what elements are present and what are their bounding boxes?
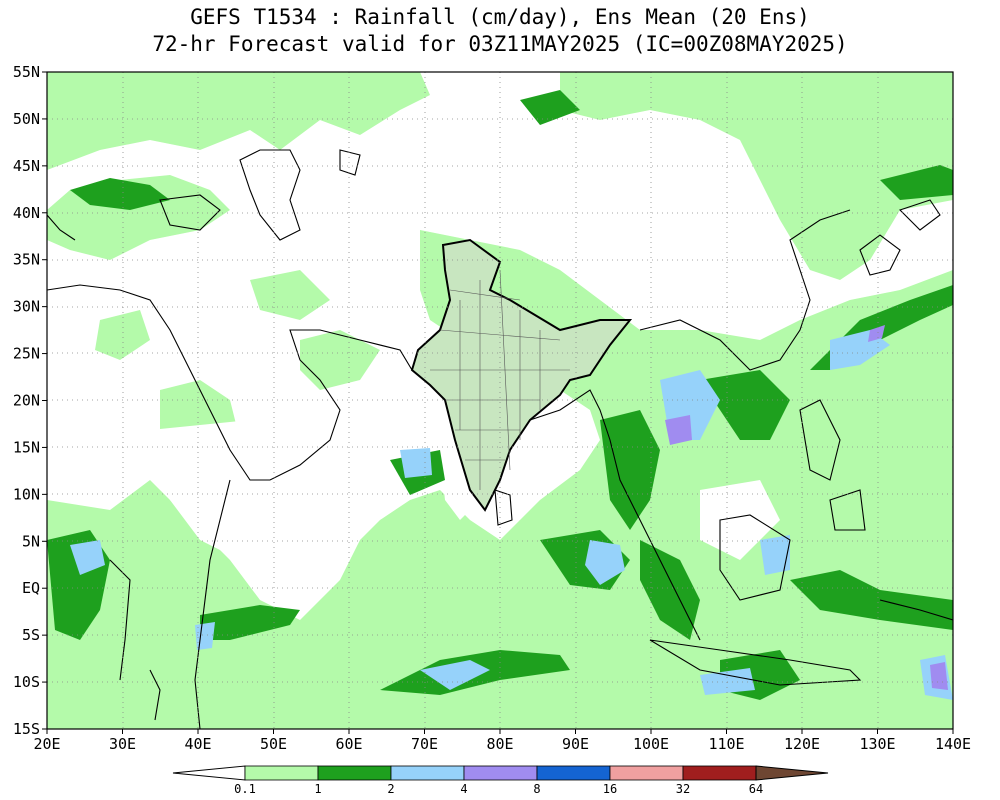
lat-tick-label: 15S (13, 720, 40, 738)
colorbar-segment (609, 765, 684, 781)
lat-axis: 55N 50N 45N 40N 35N 30N 25N 20N 15N 10N 5N EQ 5S 10S 1… (13, 63, 47, 738)
lat-tick-label: 35N (13, 251, 40, 269)
lon-tick-label: 30E (109, 735, 136, 753)
lon-tick-label: 80E (486, 735, 513, 753)
lon-tick-label: 60E (335, 735, 362, 753)
lat-tick-label: 30N (13, 298, 40, 316)
lon-tick-label: 70E (411, 735, 438, 753)
rain-field-lavender (665, 325, 948, 690)
map-title-line1: GEFS T1534 : Rainfall (cm/day), Ens Mean… (190, 5, 810, 29)
lat-tick-label: 10N (13, 485, 40, 503)
title-block: GEFS T1534 : Rainfall (cm/day), Ens Mean… (0, 4, 1000, 58)
lat-tick-label: 55N (13, 63, 40, 81)
colorbar-level-label: 16 (603, 782, 617, 796)
lon-tick-label: 20E (33, 735, 60, 753)
colorbar-segment (390, 765, 465, 781)
colorbar-segment (317, 765, 392, 781)
colorbar-level-label: 2 (387, 782, 394, 796)
colorbar-level-label: 0.1 (234, 782, 256, 796)
lat-tick-label: 10S (13, 673, 40, 691)
lat-tick-label: 45N (13, 157, 40, 175)
coastlines (47, 149, 953, 729)
lat-tick-label: 5S (22, 626, 40, 644)
lat-tick-label: 5N (22, 532, 40, 550)
lat-tick-label: 50N (13, 110, 40, 128)
lat-tick-label: 15N (13, 438, 40, 456)
lat-tick-label: 25N (13, 345, 40, 363)
lon-tick-label: 130E (859, 735, 895, 753)
lon-tick-label: 50E (260, 735, 287, 753)
lat-tick-label: 40N (13, 204, 40, 222)
colorbar-level-label: 8 (533, 782, 540, 796)
colorbar-level-label: 64 (749, 782, 763, 796)
colorbar-segment (463, 765, 538, 781)
lat-tick-label: EQ (22, 579, 40, 597)
map-plot-area (47, 72, 953, 729)
colorbar-segment (536, 765, 611, 781)
colorbar-level-label: 1 (314, 782, 321, 796)
colorbar-segment (244, 765, 319, 781)
colorbar-level-label: 32 (676, 782, 690, 796)
lon-tick-label: 120E (784, 735, 820, 753)
lon-tick-label: 140E (935, 735, 971, 753)
lon-axis: 20E 30E 40E 50E 60E 70E 80E 90E 100E 110E 120E 130E… (33, 729, 971, 753)
lon-tick-label: 90E (562, 735, 589, 753)
colorbar: 0.1 1 2 4 8 16 32 64 (172, 765, 829, 796)
lon-tick-label: 100E (633, 735, 669, 753)
colorbar-min-triangle (172, 765, 246, 781)
lon-tick-label: 110E (708, 735, 744, 753)
lon-tick-label: 40E (184, 735, 211, 753)
gridlines (47, 72, 953, 729)
map-title-line2: 72-hr Forecast valid for 03Z11MAY2025 (I… (152, 32, 848, 56)
lat-tick-label: 20N (13, 392, 40, 410)
colorbar-max-triangle (755, 765, 829, 781)
colorbar-level-label: 4 (460, 782, 467, 796)
colorbar-segment (682, 765, 757, 781)
